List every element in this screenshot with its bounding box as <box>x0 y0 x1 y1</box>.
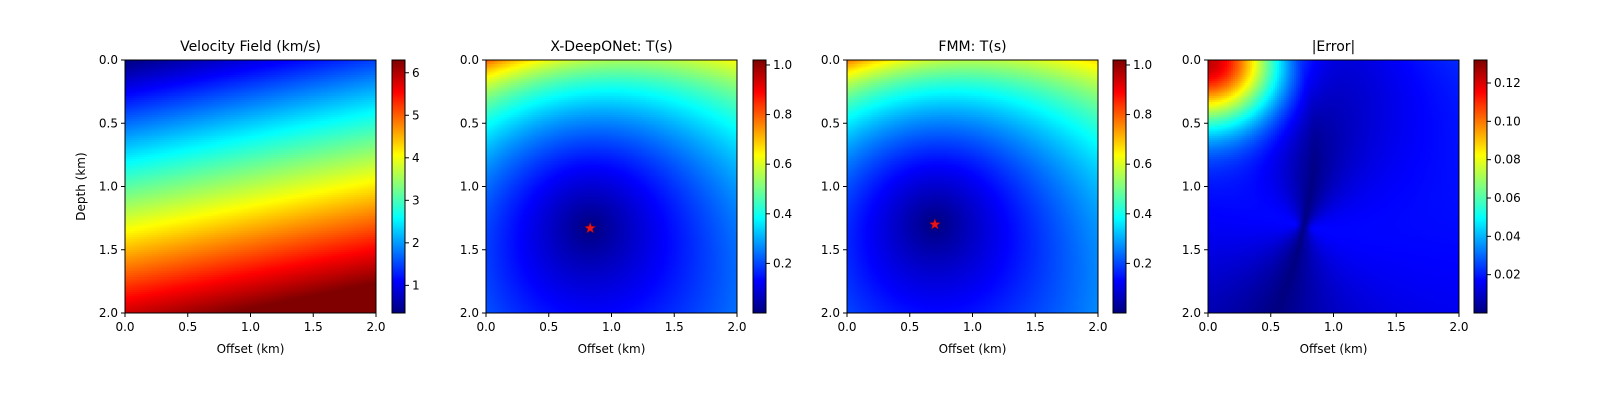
x-tick-label: 1.5 <box>1026 320 1045 334</box>
y-tick-label: 0.5 <box>460 116 479 130</box>
colorbar-tick-label: 0.2 <box>773 256 792 270</box>
y-tick-label: 0.5 <box>99 116 118 130</box>
y-tick-label: 0.5 <box>821 116 840 130</box>
y-tick-label: 2.0 <box>1182 306 1201 320</box>
y-tick-label: 1.5 <box>1182 243 1201 257</box>
panel-1: Velocity Field (km/s)0.0 0.5 1.0 1.5 2.00.00… <box>74 39 420 356</box>
heatmap-image <box>125 60 376 313</box>
y-tick-label: 2.0 <box>460 306 479 320</box>
x-tick-label: 2.0 <box>1088 320 1107 334</box>
panel-title: FMM: T(s) <box>938 39 1006 55</box>
y-tick-label: 1.5 <box>99 243 118 257</box>
colorbar-tick-label: 0.10 <box>1494 114 1521 128</box>
x-tick-label: 0.0 <box>115 320 134 334</box>
panel-title: Velocity Field (km/s) <box>180 39 321 55</box>
colorbar-frame <box>1473 59 1488 314</box>
colorbar-tick-label: 5 <box>412 108 420 122</box>
source-star-marker <box>584 222 597 234</box>
colorbar-tick-label: 0.6 <box>773 157 792 171</box>
x-axis-label: Offset (km) <box>578 342 646 356</box>
heatmap-image <box>847 60 1098 313</box>
x-tick-label: 1.5 <box>304 320 323 334</box>
colorbar-gradient <box>753 60 766 313</box>
panel-4: |Error|0.0 0.5 1.0 1.5 2.00.00.51.01.52.0Off… <box>1182 39 1521 356</box>
x-tick-label: 2.0 <box>366 320 385 334</box>
y-tick-label: 2.0 <box>821 306 840 320</box>
colorbar-tick-label: 0.8 <box>773 108 792 122</box>
y-tick-label: 1.0 <box>1182 180 1201 194</box>
x-tick-label: 1.5 <box>1387 320 1406 334</box>
y-tick-label: 0.0 <box>821 53 840 67</box>
colorbar-tick-label: 0.4 <box>773 207 792 221</box>
panel-2: X-DeepONet: T(s)0.0 0.5 1.0 1.5 2.00.00.51.0… <box>460 39 792 356</box>
panel-title: X-DeepONet: T(s) <box>550 39 672 55</box>
y-tick-label: 1.5 <box>821 243 840 257</box>
y-tick-label: 0.5 <box>1182 116 1201 130</box>
x-tick-label: 0.0 <box>476 320 495 334</box>
y-tick-label: 0.0 <box>99 53 118 67</box>
x-axis-label: Offset (km) <box>1300 342 1368 356</box>
x-tick-label: 0.0 <box>1198 320 1217 334</box>
y-tick-label: 1.0 <box>460 180 479 194</box>
colorbar-tick-label: 6 <box>412 66 420 80</box>
y-tick-label: 1.0 <box>99 180 118 194</box>
y-tick-label: 0.0 <box>1182 53 1201 67</box>
colorbar-gradient <box>1113 60 1126 313</box>
source-star-marker <box>928 218 941 230</box>
x-tick-label: 2.0 <box>727 320 746 334</box>
colorbar-tick-label: 0.6 <box>1133 157 1152 171</box>
x-tick-label: 1.0 <box>963 320 982 334</box>
colorbar-frame <box>1112 59 1127 314</box>
x-tick-label: 0.5 <box>1261 320 1280 334</box>
x-tick-label: 0.5 <box>178 320 197 334</box>
colorbar-gradient <box>392 60 405 313</box>
heatmap-image <box>1208 60 1459 313</box>
x-axis-label: Offset (km) <box>939 342 1007 356</box>
colorbar-tick-label: 0.8 <box>1133 108 1152 122</box>
panel-3: FMM: T(s)0.0 0.5 1.0 1.5 2.00.00.51.01.52.0O… <box>821 39 1152 356</box>
x-tick-label: 1.0 <box>602 320 621 334</box>
panel-title: |Error| <box>1312 39 1356 55</box>
colorbar-tick-label: 0.12 <box>1494 76 1521 90</box>
colorbar-tick-label: 1.0 <box>773 58 792 72</box>
y-tick-label: 1.0 <box>821 180 840 194</box>
y-tick-label: 0.0 <box>460 53 479 67</box>
colorbar-tick-label: 0.04 <box>1494 229 1521 243</box>
heatmap-image <box>486 60 737 313</box>
y-tick-label: 2.0 <box>99 306 118 320</box>
colorbar-tick-label: 0.2 <box>1133 256 1152 270</box>
x-axis-label: Offset (km) <box>217 342 285 356</box>
x-tick-label: 0.5 <box>539 320 558 334</box>
x-tick-label: 1.0 <box>1324 320 1343 334</box>
colorbar-tick-label: 1 <box>412 278 420 292</box>
colorbar-frame <box>391 59 406 314</box>
colorbar-tick-label: 3 <box>412 193 420 207</box>
colorbar-gradient <box>1474 60 1487 313</box>
colorbar-tick-label: 4 <box>412 151 420 165</box>
y-axis-label: Depth (km) <box>74 152 88 220</box>
colorbar-frame <box>752 59 767 314</box>
x-tick-label: 2.0 <box>1449 320 1468 334</box>
colorbar-tick-label: 0.08 <box>1494 153 1521 167</box>
colorbar-tick-label: 0.06 <box>1494 191 1521 205</box>
colorbar-tick-label: 2 <box>412 236 420 250</box>
colorbar-tick-label: 1.0 <box>1133 58 1152 72</box>
y-tick-label: 1.5 <box>460 243 479 257</box>
colorbar-tick-label: 0.02 <box>1494 268 1521 282</box>
x-tick-label: 1.5 <box>665 320 684 334</box>
colorbar-tick-label: 0.4 <box>1133 207 1152 221</box>
x-tick-label: 0.0 <box>837 320 856 334</box>
x-tick-label: 1.0 <box>241 320 260 334</box>
x-tick-label: 0.5 <box>900 320 919 334</box>
